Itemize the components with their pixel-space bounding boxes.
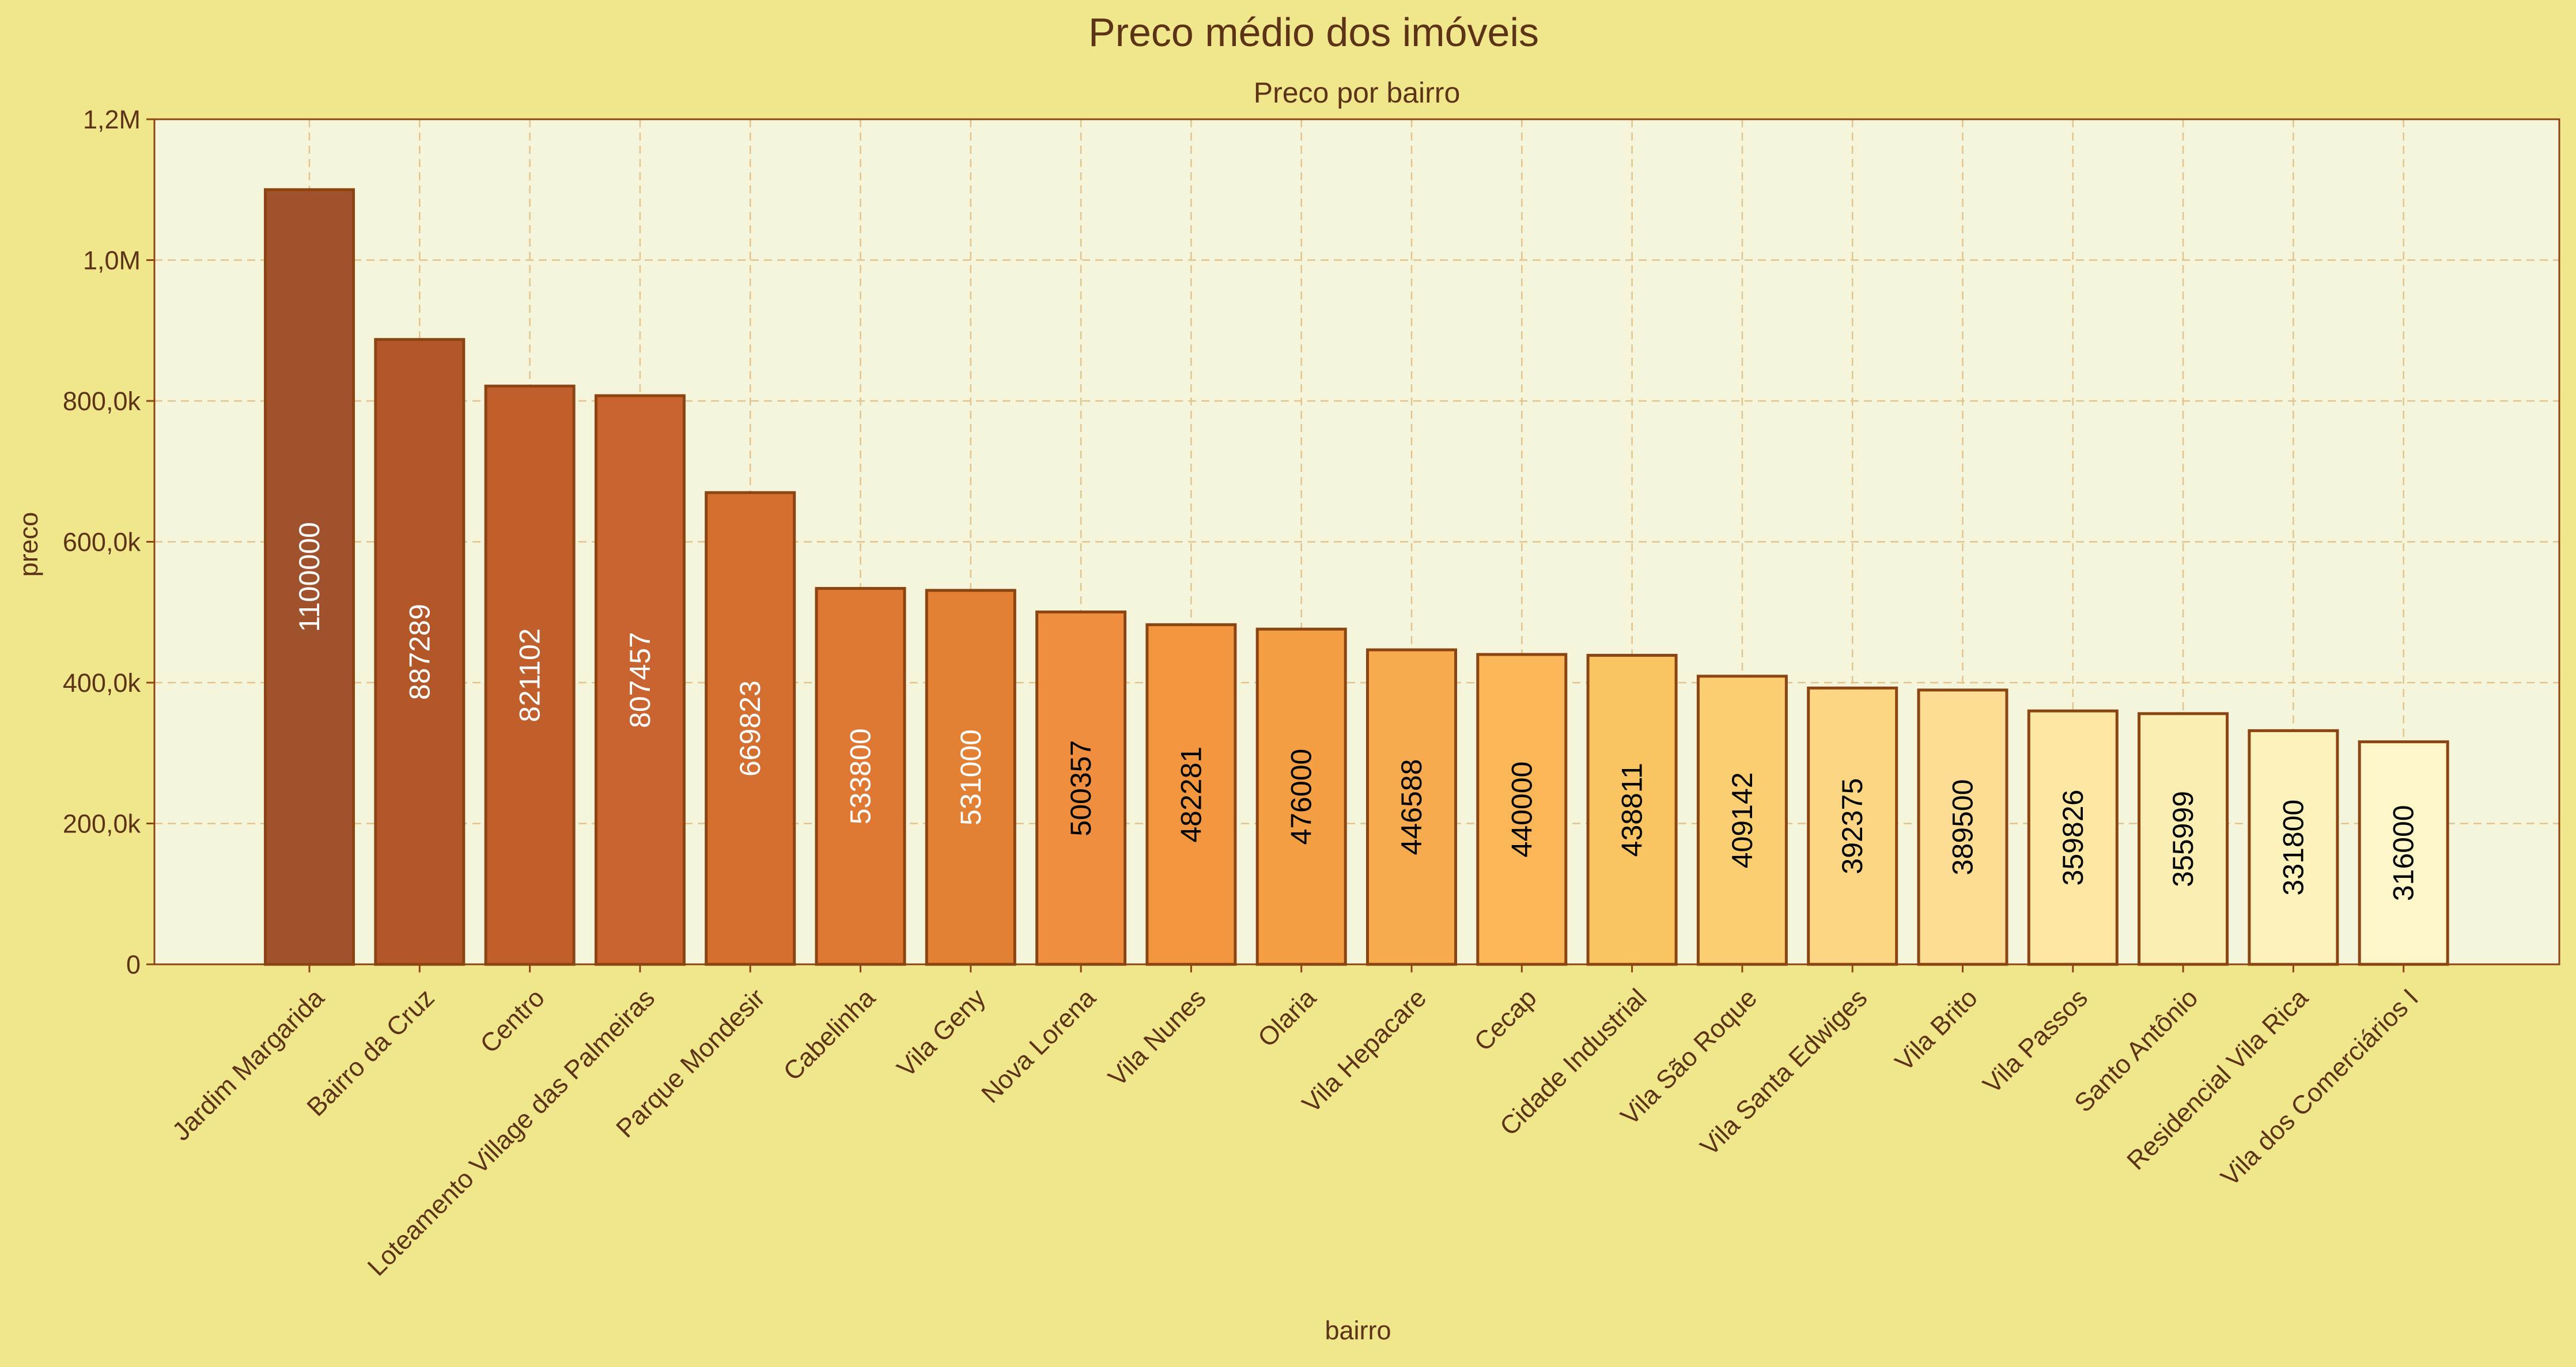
y-tick-label: 400,0k [63, 668, 141, 698]
bar-value-label: 533800 [845, 728, 877, 824]
y-tick-label: 600,0k [63, 528, 141, 557]
bar [1696, 675, 1788, 966]
y-tick-label: 0 [126, 950, 141, 979]
y-tick-label: 200,0k [63, 809, 141, 839]
x-tick-label: Vila Geny [891, 983, 992, 1083]
bar-value-label: 821102 [514, 628, 546, 722]
y-tick-label: 1,2M [83, 105, 141, 134]
bar [2358, 740, 2449, 966]
bar [264, 188, 355, 966]
y-axis-label: preco [14, 512, 43, 577]
bar-value-label: 316000 [2388, 805, 2420, 901]
x-axis-label: bairro [1325, 1316, 1391, 1345]
x-tick-label: Vila Brito [1889, 983, 1983, 1077]
y-tick-label: 1,0M [83, 246, 141, 275]
x-tick-label: Cecap [1469, 983, 1542, 1057]
chart-suptitle: Preco médio dos imóveis [1088, 10, 1539, 55]
bar-value-label: 531000 [955, 729, 987, 825]
x-tick-label: Vila dos Comerciários I [2215, 983, 2424, 1192]
bar-value-label: 887289 [403, 604, 436, 700]
bar-value-label: 446588 [1395, 759, 1428, 855]
x-tick-label: Centro [474, 983, 550, 1059]
bar [1145, 623, 1237, 966]
bar-value-label: 359826 [2057, 790, 2089, 886]
bar [484, 384, 576, 966]
bars [264, 188, 2449, 966]
bar-value-label: 482281 [1175, 747, 1207, 843]
y-tick-label: 800,0k [63, 387, 141, 416]
bar-value-label: 1100000 [293, 522, 326, 632]
x-tick-label: Nova Lorena [975, 983, 1102, 1109]
bar [1586, 654, 1678, 966]
x-tick-label: Vila Nunes [1102, 983, 1211, 1092]
bar [2248, 729, 2339, 966]
bar-value-label: 440000 [1505, 762, 1538, 858]
bar [705, 491, 796, 966]
bar-value-label: 476000 [1285, 749, 1318, 845]
x-tick-label: Vila Passos [1977, 983, 2093, 1099]
bar-value-label: 500357 [1065, 740, 1097, 836]
bar-value-label: 392375 [1836, 778, 1868, 874]
bar-value-labels: 1100000 887289 821102 807457 669823 533800 531… [293, 522, 2420, 901]
x-tick-label: Cabelinha [777, 983, 881, 1086]
bar-value-label: 355999 [2167, 791, 2199, 887]
x-tick-label: Olaria [1252, 983, 1322, 1053]
bar-value-label: 807457 [624, 632, 656, 728]
bar [2138, 712, 2229, 966]
bar-value-label: 438811 [1616, 763, 1648, 857]
bar [1366, 648, 1457, 966]
bar-value-label: 669823 [734, 680, 766, 777]
x-tick-label: Residencial Vila Rica [2121, 983, 2314, 1176]
bar-value-label: 389500 [1947, 779, 1979, 875]
bar [2027, 709, 2119, 966]
bar-value-label: 331800 [2277, 800, 2309, 896]
y-axis: 0 200,0k 400,0k 600,0k 800,0k 1,0M 1,2M [63, 105, 154, 979]
chart-title: Preco por bairro [1254, 77, 1461, 109]
bar-value-label: 409142 [1726, 772, 1758, 868]
bar [1807, 686, 1898, 966]
x-tick-label: Jardim Margarida [167, 983, 330, 1146]
bar [1917, 688, 2008, 966]
bar [1035, 610, 1127, 966]
bar [925, 589, 1016, 966]
